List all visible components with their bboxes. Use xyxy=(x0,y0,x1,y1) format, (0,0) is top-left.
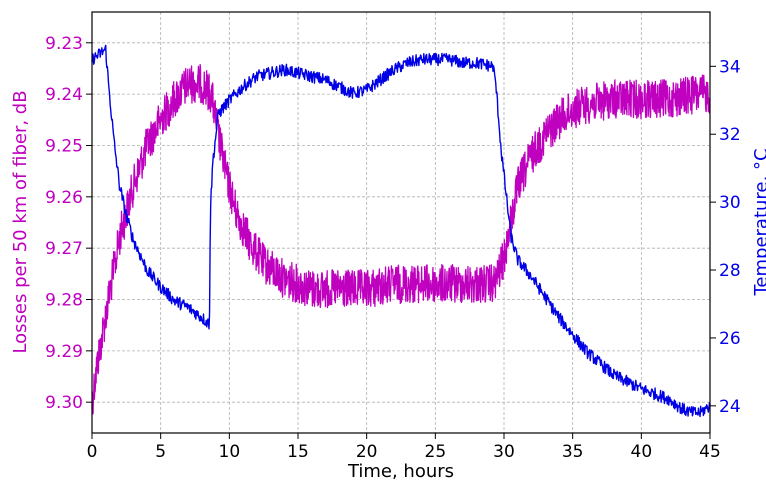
x-tick-label: 15 xyxy=(287,442,309,462)
left-tick-label: 9.23 xyxy=(45,34,83,54)
right-tick-label: 26 xyxy=(719,329,741,349)
right-axis-title: Temperature, °C xyxy=(751,148,766,296)
left-axis-ticks: 9.23 9.24 9.25 9.26 9.27 9.28 9.29 9.30 xyxy=(45,34,92,413)
right-tick-label: 32 xyxy=(719,125,741,145)
left-axis-title: Losses per 50 km of fiber, dB xyxy=(10,90,31,353)
x-axis-ticks: 0 5 10 15 20 25 30 35 40 45 xyxy=(87,433,721,462)
x-tick-label: 30 xyxy=(493,442,515,462)
left-tick-label: 9.28 xyxy=(45,291,83,311)
x-tick-label: 40 xyxy=(631,442,653,462)
left-tick-label: 9.25 xyxy=(45,136,83,156)
left-tick-label: 9.27 xyxy=(45,239,83,259)
losses-series-line xyxy=(91,63,711,415)
x-tick-label: 5 xyxy=(155,442,166,462)
temperature-series-line xyxy=(91,44,711,418)
x-tick-label: 0 xyxy=(87,442,98,462)
right-tick-label: 28 xyxy=(719,261,741,281)
plot-frame xyxy=(91,11,711,434)
right-axis-ticks: 24 26 28 30 32 34 xyxy=(710,57,741,417)
x-tick-label: 20 xyxy=(356,442,378,462)
left-tick-label: 9.29 xyxy=(45,342,83,362)
x-axis-title: Time, hours xyxy=(347,461,454,482)
left-tick-label: 9.30 xyxy=(45,393,83,413)
left-tick-label: 9.26 xyxy=(45,188,83,208)
x-tick-label: 35 xyxy=(562,442,584,462)
right-tick-label: 30 xyxy=(719,193,741,213)
right-tick-label: 34 xyxy=(719,57,741,77)
right-tick-label: 24 xyxy=(719,397,741,417)
x-tick-label: 45 xyxy=(699,442,721,462)
plot-lines xyxy=(91,44,711,418)
x-tick-label: 25 xyxy=(425,442,447,462)
x-tick-label: 10 xyxy=(219,442,241,462)
left-tick-label: 9.24 xyxy=(45,85,83,105)
